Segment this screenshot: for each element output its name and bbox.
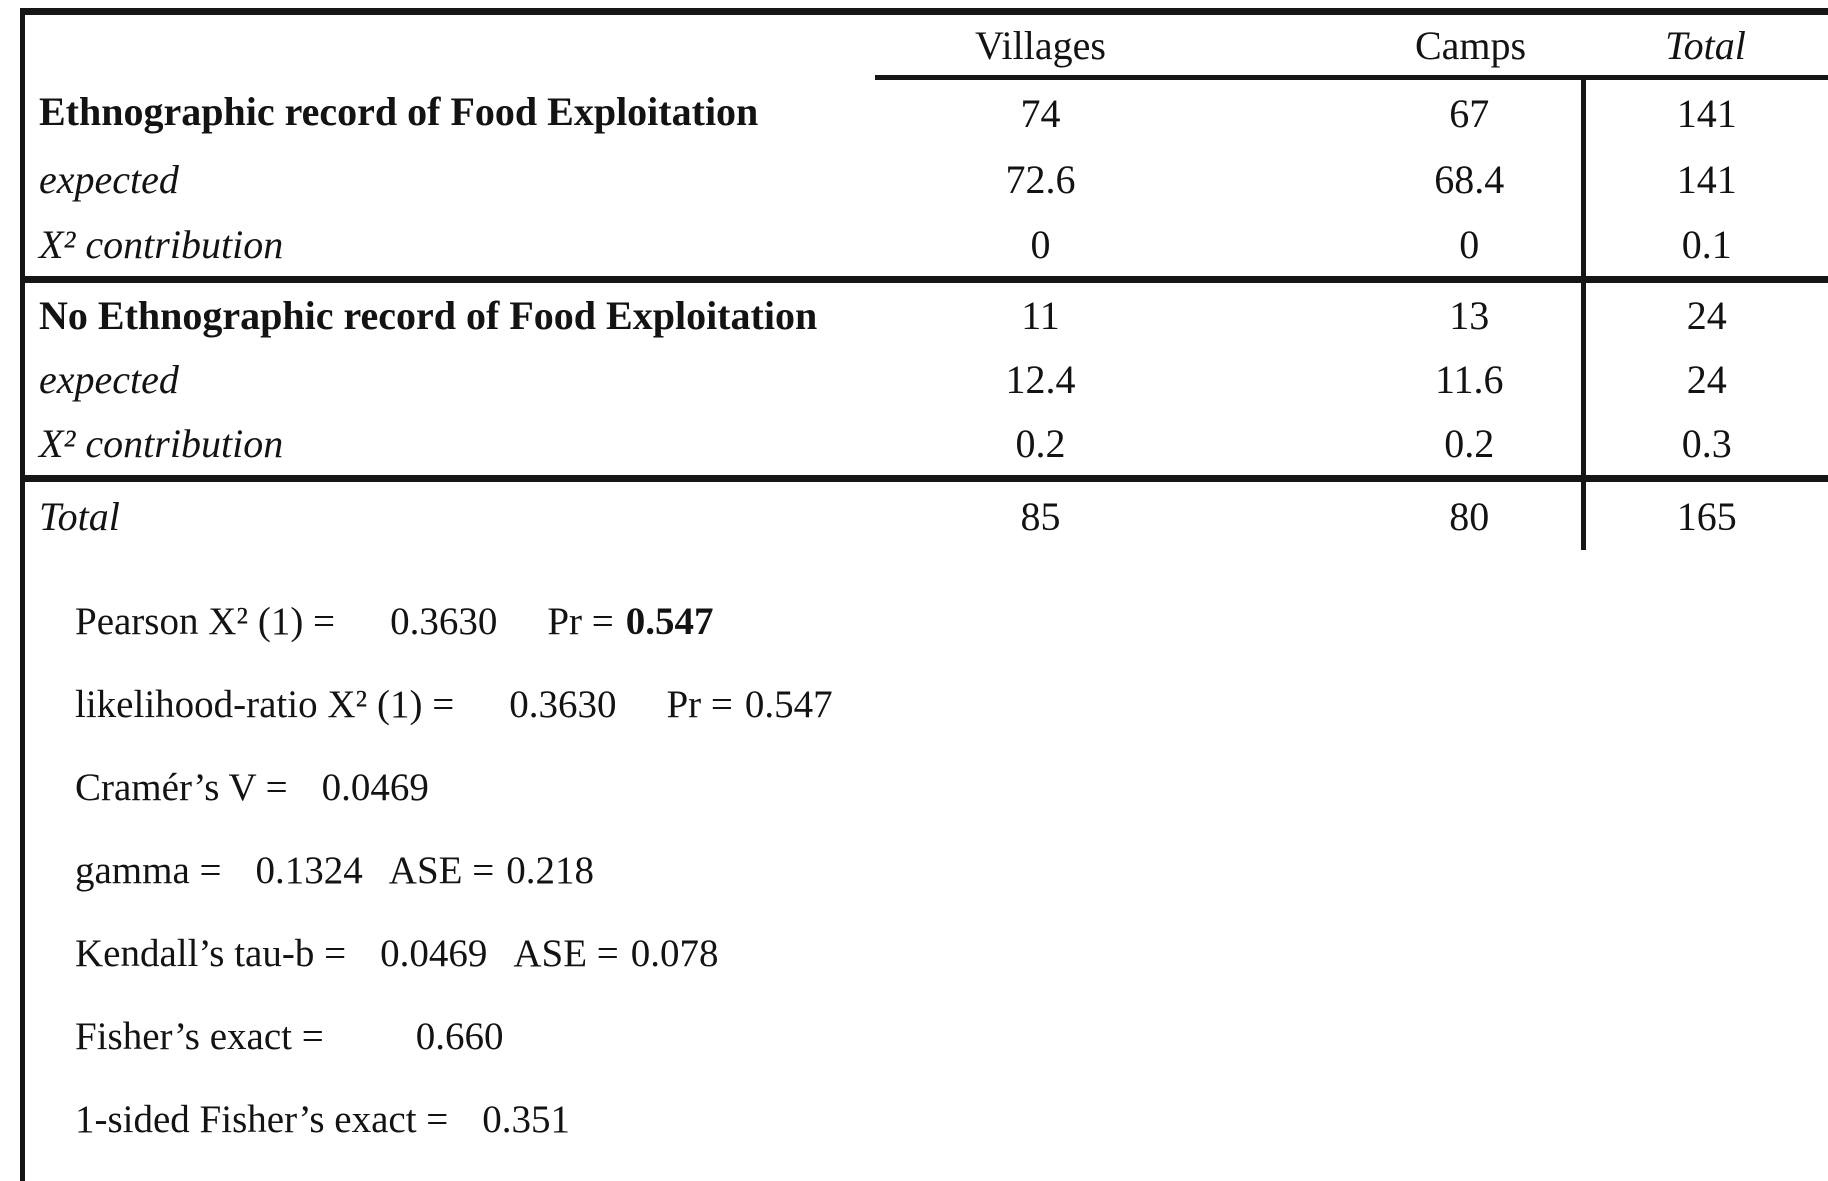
table-row-total: Total 85 80 165 (25, 478, 1828, 550)
header-empty-cell (25, 15, 875, 78)
stat-label: gamma = (75, 849, 222, 892)
stat-value: 0.0469 (380, 932, 488, 975)
table-frame: Villages Camps Total Ethnographic record… (20, 8, 1828, 1181)
cell-camps: 0 (1280, 212, 1586, 283)
stat-line-cramers-v: Cramér’s V = 0.0469 (75, 746, 1828, 829)
stat-line-1-sided-fishers-exact: 1-sided Fisher’s exact = 0.351 (75, 1078, 1828, 1161)
stat-label: Kendall’s tau-b = (75, 932, 347, 975)
row-label: Χ² contribution (25, 212, 875, 283)
table-row-chi2-1: Χ² contribution 0 0 0.1 (25, 212, 1828, 283)
stat-line-likelihood-ratio-chi2: likelihood-ratio Χ² (1) = 0.3630 Pr = 0.547 (75, 663, 1828, 746)
cell-total: 24 (1686, 356, 1727, 402)
stat-value: 0.3630 (390, 600, 498, 643)
table-row-expected-1: expected 72.6 68.4 141 (25, 146, 1828, 212)
col-header-villages: Villages (875, 15, 1280, 80)
stat-ase-value: 0.078 (630, 932, 719, 975)
stat-label: Pearson Χ² (1) = (75, 600, 336, 643)
statistics-section: Pearson Χ² (1) = 0.3630 Pr = 0.547 likeliho… (25, 580, 1828, 1161)
stat-value: 0.660 (415, 1015, 504, 1058)
stat-value: 0.1324 (255, 849, 363, 892)
stat-line-pearson-chi2: Pearson Χ² (1) = 0.3630 Pr = 0.547 (75, 580, 1828, 663)
cell-villages: 12.4 (1005, 356, 1076, 402)
row-label: expected (39, 356, 179, 402)
stat-line-fishers-exact: Fisher’s exact = 0.660 (75, 995, 1828, 1078)
stat-label: 1-sided Fisher’s exact = (75, 1098, 449, 1141)
stat-line-gamma: gamma = 0.1324 ASE = 0.218 (75, 829, 1828, 912)
stat-pr-value: 0.547 (625, 600, 714, 643)
row-label: Total (39, 493, 120, 539)
stat-label: Fisher’s exact = (75, 1015, 324, 1058)
cell-total: 24 (1686, 292, 1727, 338)
cell-villages: 11 (1021, 292, 1060, 338)
col-header-total: Total (1583, 15, 1828, 80)
cell-camps: 67 (1280, 77, 1586, 146)
stat-value: 0.351 (482, 1098, 571, 1141)
row-label: Χ² contribution (25, 411, 875, 482)
row-label: expected (39, 156, 179, 202)
cell-villages: 0 (875, 212, 1280, 283)
stat-ase-label: ASE = (513, 932, 619, 975)
cell-villages: 74 (1020, 90, 1061, 136)
cell-camps: 68.4 (1280, 146, 1586, 212)
cell-total: 141 (1676, 156, 1737, 202)
cell-total: 0.3 (1583, 411, 1828, 482)
stat-value: 0.3630 (509, 683, 617, 726)
table-row-observed-2: No Ethnographic record of Food Exploitat… (25, 279, 1828, 347)
header-row: Villages Camps Total (25, 15, 1828, 80)
stat-value: 0.0469 (321, 766, 429, 809)
stat-pr-value: 0.547 (744, 683, 833, 726)
stat-ase-label: ASE = (388, 849, 495, 892)
cell-total: 141 (1676, 90, 1737, 136)
col-header-camps: Camps (1280, 15, 1583, 80)
table-row-expected-2: expected 12.4 11.6 24 (25, 347, 1828, 411)
stat-line-kendalls-tau-b: Kendall’s tau-b = 0.0469 ASE = 0.078 (75, 912, 1828, 995)
cell-total: 0.1 (1583, 212, 1828, 283)
row-label: Ethnographic record of Food Exploitation (39, 89, 759, 135)
table-row-chi2-2: Χ² contribution 0.2 0.2 0.3 (25, 411, 1828, 482)
cell-camps: 80 (1280, 478, 1586, 550)
stat-pr-label: Pr = (666, 683, 733, 726)
stat-ase-value: 0.218 (506, 849, 594, 892)
stat-label: likelihood-ratio Χ² (1) = (75, 683, 455, 726)
cell-camps: 13 (1280, 279, 1586, 347)
cell-villages: 72.6 (1005, 156, 1076, 202)
cell-total: 165 (1676, 493, 1737, 539)
cell-camps: 11.6 (1280, 347, 1586, 411)
table-row-observed-1: Ethnographic record of Food Exploitation… (25, 77, 1828, 146)
stat-label: Cramér’s V = (75, 766, 288, 809)
cell-camps: 0.2 (1280, 411, 1586, 482)
row-label: No Ethnographic record of Food Exploitat… (39, 292, 818, 338)
cell-villages: 85 (1020, 493, 1061, 539)
cell-villages: 0.2 (875, 411, 1280, 482)
stat-pr-label: Pr = (547, 600, 614, 643)
contingency-table: Villages Camps Total Ethnographic record… (25, 15, 1828, 550)
